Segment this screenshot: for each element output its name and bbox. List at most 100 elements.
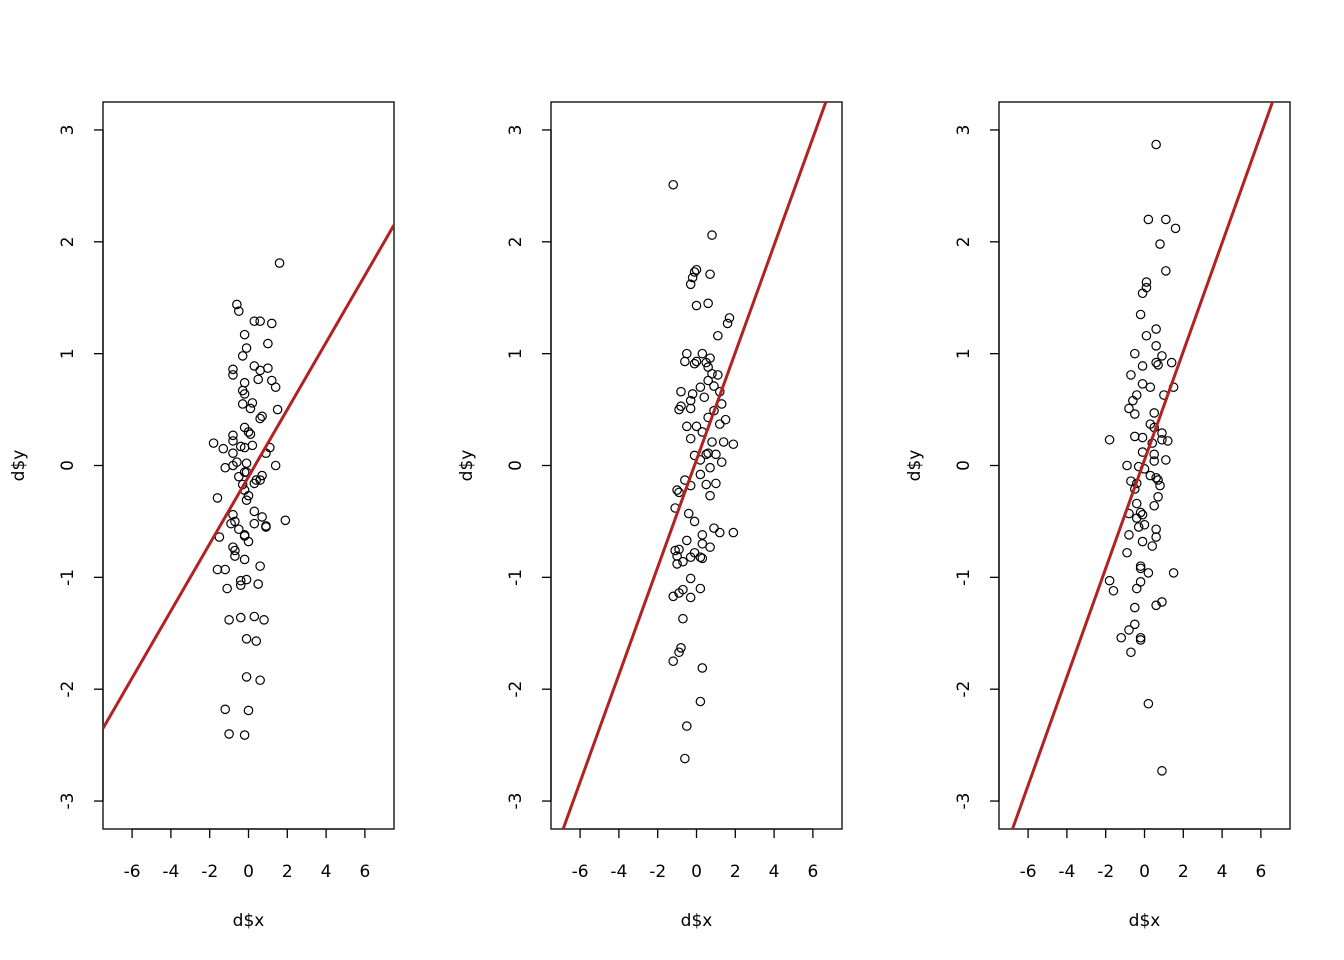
scatter-panel-2: -6 -4 -2 0 2 4 6 -3 -2 -1 0 1 2 3 d$x d$y [457,101,843,931]
scatter-point [1153,475,1163,485]
scatter-point [235,612,246,623]
scatter-point [676,386,686,397]
y-tick-label: 0 [954,460,974,471]
scatter-point [1133,522,1144,532]
scatter-point [224,615,234,625]
scatter-point [241,343,252,353]
scatter-point [249,478,260,489]
y-tick-label: 1 [506,348,526,359]
scatter-point [1128,395,1138,406]
scatter-point [1104,575,1115,586]
scatter-point [1124,403,1134,414]
scatter-point [699,392,710,403]
regression-line [561,102,828,829]
y-tick-label: 1 [954,348,974,359]
scatter-point [672,559,682,569]
scatter-point [249,518,260,529]
scatter-point [720,414,731,425]
scatter-panel-1: -6 -4 -2 0 2 4 6 -3 -2 -1 0 1 2 3 d$x d$y [9,101,395,931]
scatter-point [222,583,232,594]
scatter-point [1137,361,1148,371]
scatter-point [1124,625,1134,635]
scatter-point [685,279,696,290]
x-axis-label: d$x [1129,911,1161,931]
scatter-point [241,458,252,469]
scatter-point [274,258,285,268]
scatter-point [689,516,700,527]
scatter-point [1131,513,1142,523]
scatter-point [682,535,692,546]
scatter-point [685,573,696,584]
scatter-point [245,429,256,439]
scatter-point [1149,500,1160,511]
x-tick-label: 6 [359,862,370,882]
scatter-point [668,179,679,190]
scatter-point [1166,357,1177,368]
y-tick-label: -3 [58,793,78,810]
scatter-point [701,449,712,460]
y-axis-label: d$y [905,450,925,482]
scatter-point [249,316,260,327]
scatter-point [255,561,265,571]
scatter-point [695,583,706,594]
plot-frame [102,101,395,830]
scatter-point [713,330,723,341]
scatter-point [230,545,240,556]
scatter-point [1122,547,1132,558]
scatter-point [716,457,727,467]
x-tick-label: -4 [1058,862,1075,882]
scatter-point [261,522,271,532]
scatter-point [251,636,262,646]
x-tick-label: 4 [321,862,332,882]
scatter-point [237,351,248,361]
scatter-point [253,374,264,385]
scatter-point [674,487,684,498]
y-tick-label: 2 [506,236,526,247]
scatter-point [687,389,698,399]
scatter-point [1137,288,1148,299]
scatter-point [1143,214,1154,225]
scatter-point [1116,632,1127,643]
scatter-point [714,527,725,538]
scatter-point [1151,357,1161,368]
scatter-point [1122,460,1132,471]
scatter-point [266,318,277,329]
scatter-point [1162,436,1173,446]
y-tick-label: -2 [506,681,526,698]
scatter-point [1135,309,1146,320]
scatter-point [722,318,733,329]
scatter-point [257,411,267,422]
x-tick-label: -2 [201,862,218,882]
scatter-point [1131,583,1142,594]
scatter-point [1135,635,1146,645]
scatter-point [1161,266,1171,276]
scatter-point [255,365,265,376]
scatter-point [241,574,252,585]
x-axis-label: d$x [681,911,713,931]
scatter-point [697,553,708,564]
scatter-point [711,449,721,460]
scatter-point [683,508,694,519]
scatter-point [241,634,252,644]
y-tick-label: 3 [506,125,526,136]
y-tick-label: 1 [58,348,78,359]
scatter-point [674,544,684,555]
y-tick-label: -3 [954,793,974,810]
scatter-point [1143,698,1154,709]
y-tick-label: -1 [58,569,78,586]
scatter-point [668,591,679,602]
scatter-point [1151,532,1161,542]
scatter-point [230,551,240,561]
y-tick-label: -3 [506,793,526,810]
scatter-point [718,437,729,447]
scatter-point [1135,563,1146,574]
scatter-point [239,442,250,453]
scatter-point [1151,341,1161,351]
scatter-point [1130,348,1140,359]
x-tick-label: -6 [124,862,141,882]
scatter-point [245,403,256,414]
scatter-point [270,460,281,471]
scatter-point [255,675,265,686]
scatter-point [703,375,713,386]
scatter-point [239,329,250,340]
